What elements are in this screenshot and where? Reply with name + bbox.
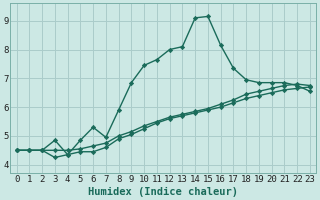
- X-axis label: Humidex (Indice chaleur): Humidex (Indice chaleur): [88, 186, 238, 197]
